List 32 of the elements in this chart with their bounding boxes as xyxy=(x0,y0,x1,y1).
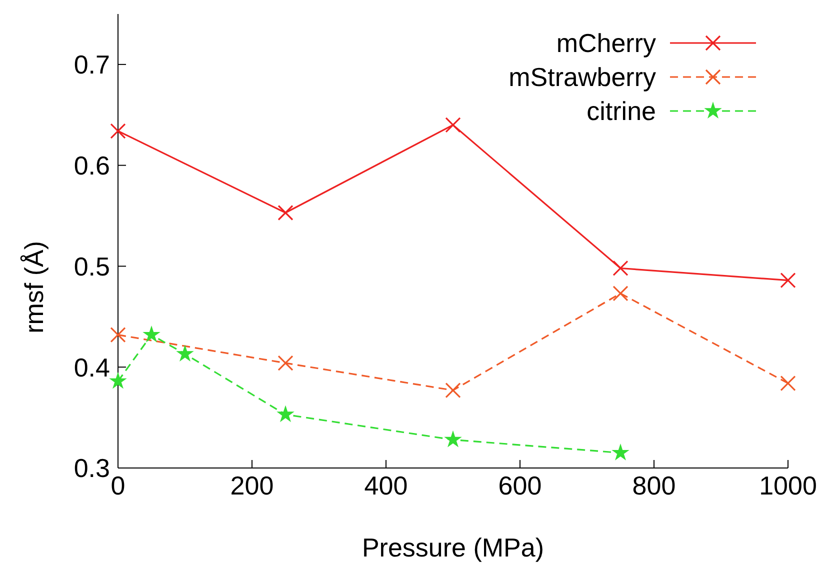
point xyxy=(612,286,628,302)
point xyxy=(144,326,160,342)
x-tick-label: 800 xyxy=(632,470,676,500)
y-tick-label: 0.6 xyxy=(74,150,110,181)
point xyxy=(110,327,126,343)
x-tick-label: 200 xyxy=(230,470,274,500)
x-tick-label: 600 xyxy=(498,470,542,500)
x-tick-label: 400 xyxy=(364,470,408,500)
point xyxy=(278,355,294,371)
x-tick-label: 1000 xyxy=(759,470,817,500)
point xyxy=(780,375,796,392)
x-tick-label: 0 xyxy=(110,470,126,500)
point xyxy=(612,260,628,276)
point xyxy=(278,406,294,422)
point xyxy=(445,117,461,133)
point xyxy=(612,444,628,460)
point xyxy=(278,204,294,221)
y-tick-label: 0.3 xyxy=(74,453,110,484)
y-tick-label: 0.4 xyxy=(74,352,110,382)
x-axis-title: Pressure (MPa) xyxy=(362,532,544,562)
point xyxy=(177,346,193,361)
legend-label: citrine xyxy=(586,96,656,126)
point xyxy=(110,123,126,139)
point xyxy=(110,373,126,388)
y-tick-label: 0.7 xyxy=(74,50,110,80)
point xyxy=(780,272,796,288)
legend-label: mCherry xyxy=(556,28,656,58)
point xyxy=(445,432,461,446)
legend-label: mStrawberry xyxy=(508,62,656,92)
y-tick-label: 0.5 xyxy=(74,251,110,282)
point xyxy=(445,382,461,398)
y-axis-title: rmsf (Å) xyxy=(19,241,50,334)
